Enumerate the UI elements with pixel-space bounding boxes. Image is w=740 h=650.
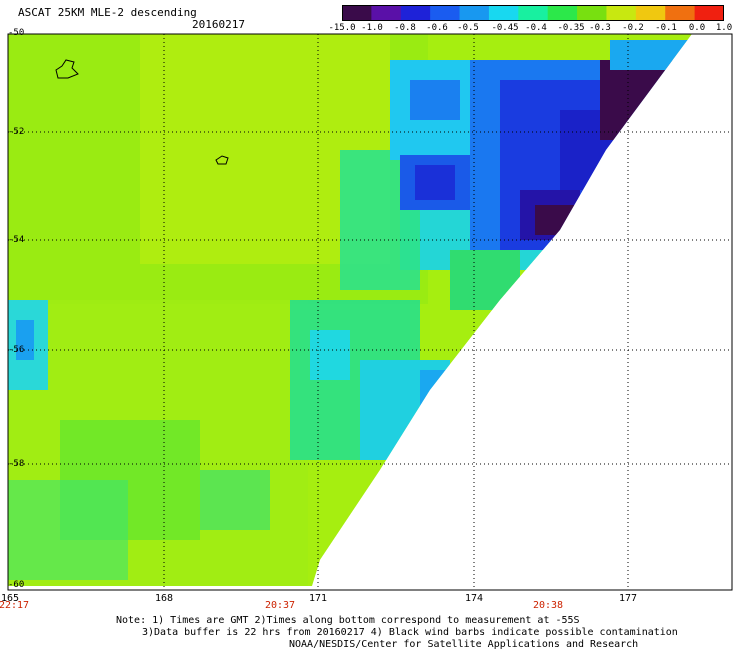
cbar-label: -0.6 [426,23,448,33]
cbar-label: -0.8 [394,23,416,33]
color-scale-cell [342,5,372,21]
color-scale-cell [518,5,549,21]
time-label: 22:17 [0,600,30,611]
lon-label: 171 [308,593,328,604]
lat-label: -50 [8,28,25,38]
coastlines [55,59,229,165]
lon-label: 174 [464,593,484,604]
cbar-label: -0.4 [525,23,547,33]
note-line-1: Note: 1) Times are GMT 2)Times along bot… [116,615,580,626]
map-frame [7,33,733,591]
lon-label: 177 [618,593,638,604]
product-title: ASCAT 25KM MLE-2 descending [18,6,197,19]
color-scale-labels: -15.0 -1.0 -0.8 -0.6 -0.5 -0.45 -0.4 -0.… [328,23,740,35]
color-scale-cell [577,5,607,21]
cbar-label: -0.1 [655,23,677,33]
cbar-label: -15.0 [328,23,356,33]
lon-label: 165 [0,593,20,604]
color-scale-cell [400,5,431,21]
cbar-label: 1.0 [715,23,733,33]
color-scale-cell [430,5,461,21]
time-label: 20:38 [532,600,564,611]
color-scale-cell [606,5,637,21]
color-scale-cell [459,5,490,21]
product-date: 20160217 [192,18,245,31]
time-label: 20:37 [264,600,296,611]
cbar-label: 0.0 [688,23,706,33]
color-scale-cell [665,5,696,21]
color-scale-cell [547,5,578,21]
cbar-label: -1.0 [361,23,383,33]
lat-label: -52 [8,127,25,137]
lat-label: -56 [8,345,25,355]
cbar-label: -0.45 [491,23,519,33]
color-scale-cell [488,5,519,21]
color-scale-cell [635,5,666,21]
note-line-3: NOAA/NESDIS/Center for Satellite Applica… [289,639,639,650]
lat-label: -54 [8,235,25,245]
color-scale-cell [371,5,402,21]
color-scale-cell [694,5,724,21]
lon-label: 168 [154,593,174,604]
cbar-label: -0.35 [557,23,585,33]
graticule [8,34,732,590]
lat-label: -60 [8,580,25,590]
cbar-label: -0.2 [622,23,644,33]
lat-label: -58 [8,459,25,469]
cbar-label: -0.3 [589,23,611,33]
cbar-label: -0.5 [457,23,479,33]
note-line-2: 3)Data buffer is 22 hrs from 20160217 4)… [142,627,678,638]
color-scale-bar [342,5,724,21]
